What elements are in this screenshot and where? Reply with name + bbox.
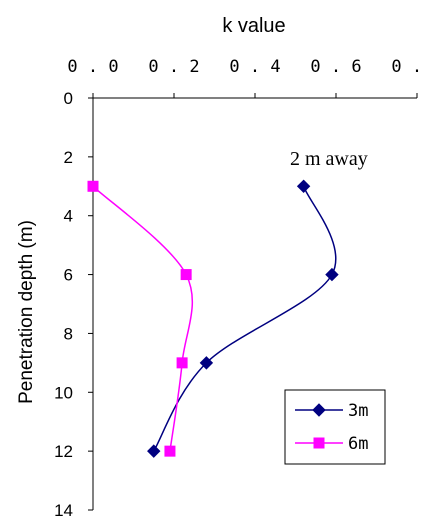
- point-3m-1: [325, 267, 339, 282]
- x-tick-label-0: 0 . 0: [67, 57, 118, 77]
- series-line-3m: [153, 186, 337, 452]
- legend-label-6m: 6m: [348, 434, 368, 454]
- legend-item-6m: 6m: [295, 434, 368, 454]
- series-6m: [87, 180, 194, 457]
- series-layer: [87, 179, 339, 458]
- point-3m-2: [199, 356, 214, 370]
- annotation: 2 m away: [290, 148, 368, 170]
- x-tick-label-3: 0 . 6: [310, 57, 361, 77]
- y-tick-label-3: 6: [64, 266, 73, 285]
- x-tick-label-4: 0 . 8: [391, 57, 430, 77]
- legend-box: [284, 389, 386, 465]
- point-3m-0: [296, 179, 311, 193]
- legend-marker-6m: [313, 437, 325, 449]
- point-6m-3: [164, 445, 176, 457]
- y-tick-label-1: 2: [64, 148, 73, 167]
- y-tick-label-2: 4: [64, 207, 73, 226]
- y-tick-label-6: 12: [54, 442, 73, 461]
- chart-title: k value: [222, 15, 285, 37]
- point-6m-2: [176, 357, 188, 369]
- x-tick-label-1: 0 . 2: [148, 57, 199, 77]
- legend: 3m 6m: [284, 389, 386, 465]
- y-tick-label-0: 0: [64, 89, 73, 108]
- y-tick-label-5: 10: [54, 383, 73, 402]
- legend-item-3m: 3m: [295, 401, 368, 421]
- point-6m-0: [87, 180, 99, 192]
- point-6m-1: [180, 269, 192, 281]
- series-line-6m: [92, 185, 194, 452]
- y-tick-label-4: 8: [64, 324, 73, 343]
- legend-label-3m: 3m: [348, 401, 368, 421]
- x-ticks: 0 . 0 0 . 2 0 . 4 0 . 6 0 . 8: [67, 57, 430, 98]
- y-tick-label-7: 14: [54, 501, 73, 520]
- x-tick-label-2: 0 . 4: [229, 57, 280, 77]
- legend-items: 3m 6m: [295, 401, 368, 454]
- legend-marker-3m: [312, 403, 326, 417]
- point-3m-3: [147, 444, 161, 458]
- y-ticks: 0 2 4 6 8 10 12 14: [54, 89, 93, 520]
- y-axis-label: Penetration depth (m): [16, 220, 37, 404]
- series-3m: [147, 179, 339, 458]
